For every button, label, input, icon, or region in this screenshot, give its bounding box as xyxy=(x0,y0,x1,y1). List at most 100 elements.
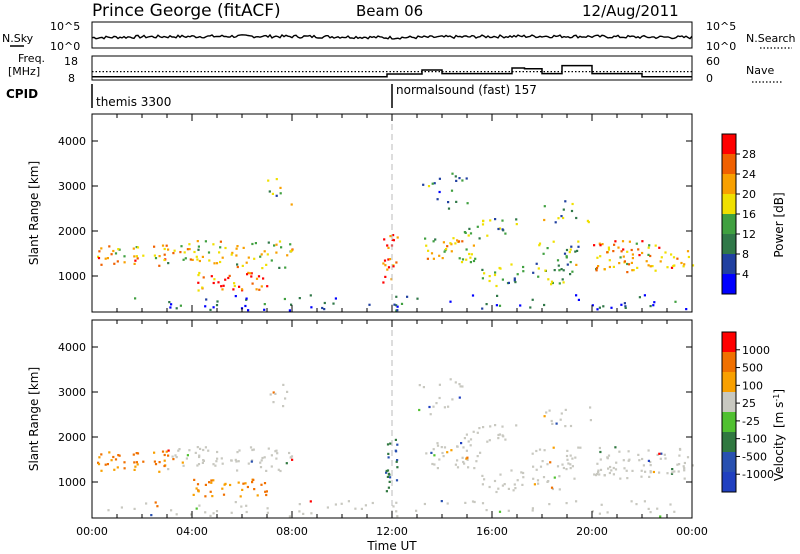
echo-cell xyxy=(607,246,610,249)
echo-cell xyxy=(196,483,200,486)
echo-cell xyxy=(267,179,270,182)
y-tick-label: 2000 xyxy=(58,431,86,444)
echo-cell xyxy=(565,256,568,259)
echo-cell xyxy=(153,245,156,248)
velocity-units-end: ] xyxy=(772,389,786,394)
echo-cell xyxy=(510,263,513,266)
echo-cell xyxy=(424,237,427,240)
echo-cell xyxy=(263,308,266,311)
echo-cell xyxy=(265,263,268,266)
echo-cell xyxy=(454,242,457,245)
echo-cell xyxy=(531,507,534,510)
colorbar-tick-label: 20 xyxy=(742,188,756,201)
echo-cell xyxy=(499,267,502,270)
echo-cell xyxy=(251,481,254,484)
echo-cell xyxy=(649,265,652,268)
echo-cell xyxy=(197,281,200,284)
echo-cell xyxy=(266,253,269,256)
echo-cell xyxy=(195,255,198,258)
echo-cell xyxy=(158,264,161,267)
echo-cell xyxy=(481,474,484,477)
echo-cell xyxy=(652,304,655,307)
echo-cell xyxy=(113,262,116,265)
echo-cell xyxy=(610,469,613,472)
cpid-label-2: normalsound (fast) 157 xyxy=(396,83,537,97)
echo-cell xyxy=(488,439,491,442)
echo-cell xyxy=(466,456,469,459)
echo-cell xyxy=(438,190,441,194)
echo-cell xyxy=(548,409,551,412)
echo-cell xyxy=(647,449,650,452)
echo-cell xyxy=(110,459,113,462)
echo-cell xyxy=(434,238,437,241)
echo-cell xyxy=(207,251,211,254)
echo-cell xyxy=(269,393,272,396)
echo-cell xyxy=(565,255,568,258)
echo-cell xyxy=(515,223,518,226)
echo-cell xyxy=(454,175,457,178)
nave-right-tick-top: 60 xyxy=(706,55,720,68)
echo-cell xyxy=(247,309,250,312)
echo-cell xyxy=(230,459,233,462)
echo-cell xyxy=(660,256,663,259)
echo-cell xyxy=(245,297,248,300)
echo-cell xyxy=(242,246,245,249)
echo-cell xyxy=(599,244,602,247)
echo-cell xyxy=(204,240,207,243)
echo-cell xyxy=(202,448,205,452)
echo-cell xyxy=(649,305,652,308)
echo-cell xyxy=(168,301,171,304)
echo-cell xyxy=(645,260,648,263)
echo-cell xyxy=(609,465,612,469)
echo-cell xyxy=(114,252,118,255)
echo-cell xyxy=(395,460,398,463)
echo-cell xyxy=(569,248,572,251)
x-tick-label: 20:00 xyxy=(576,525,608,538)
echo-cell xyxy=(196,240,199,243)
echo-cell xyxy=(501,219,504,222)
echo-cell xyxy=(537,275,540,278)
echo-cell xyxy=(542,476,546,479)
echo-cell xyxy=(302,512,305,515)
echo-cell xyxy=(238,285,241,288)
echo-cell xyxy=(435,402,438,405)
echo-cell xyxy=(272,401,275,404)
echo-cell xyxy=(163,459,166,462)
velocity-panel-bg xyxy=(92,320,692,518)
echo-cell xyxy=(145,502,148,505)
echo-cell xyxy=(550,283,553,286)
echo-cell xyxy=(497,437,500,440)
echo-cell xyxy=(158,470,161,473)
nave-label: Nave xyxy=(746,64,774,77)
echo-cell xyxy=(516,479,519,482)
echo-cell xyxy=(100,263,103,266)
echo-cell xyxy=(418,408,421,412)
x-tick-label: 00:00 xyxy=(76,525,108,538)
echo-cell xyxy=(98,250,101,253)
echo-cell xyxy=(658,471,661,474)
y-tick-label: 1000 xyxy=(58,476,86,489)
echo-cell xyxy=(603,268,606,271)
x-tick-label: 16:00 xyxy=(476,525,508,538)
echo-cell xyxy=(691,264,695,267)
echo-cell xyxy=(183,251,186,254)
echo-cell xyxy=(637,248,640,251)
echo-cell xyxy=(607,248,611,251)
echo-cell xyxy=(598,446,601,450)
echo-cell xyxy=(443,446,447,449)
echo-cell xyxy=(163,453,166,457)
echo-cell xyxy=(224,246,227,250)
colorbar-tick-label: -500 xyxy=(742,450,767,463)
echo-cell xyxy=(277,468,280,471)
echo-cell xyxy=(201,286,204,289)
echo-cell xyxy=(685,308,688,311)
echo-cell xyxy=(134,259,137,262)
time-axis-label: Time UT xyxy=(366,539,417,553)
echo-cell xyxy=(476,225,479,228)
echo-cell xyxy=(619,256,622,259)
echo-cell xyxy=(100,469,103,472)
echo-cell xyxy=(472,244,475,247)
echo-cell xyxy=(537,267,540,270)
echo-cell xyxy=(321,306,324,310)
echo-cell xyxy=(466,458,469,461)
